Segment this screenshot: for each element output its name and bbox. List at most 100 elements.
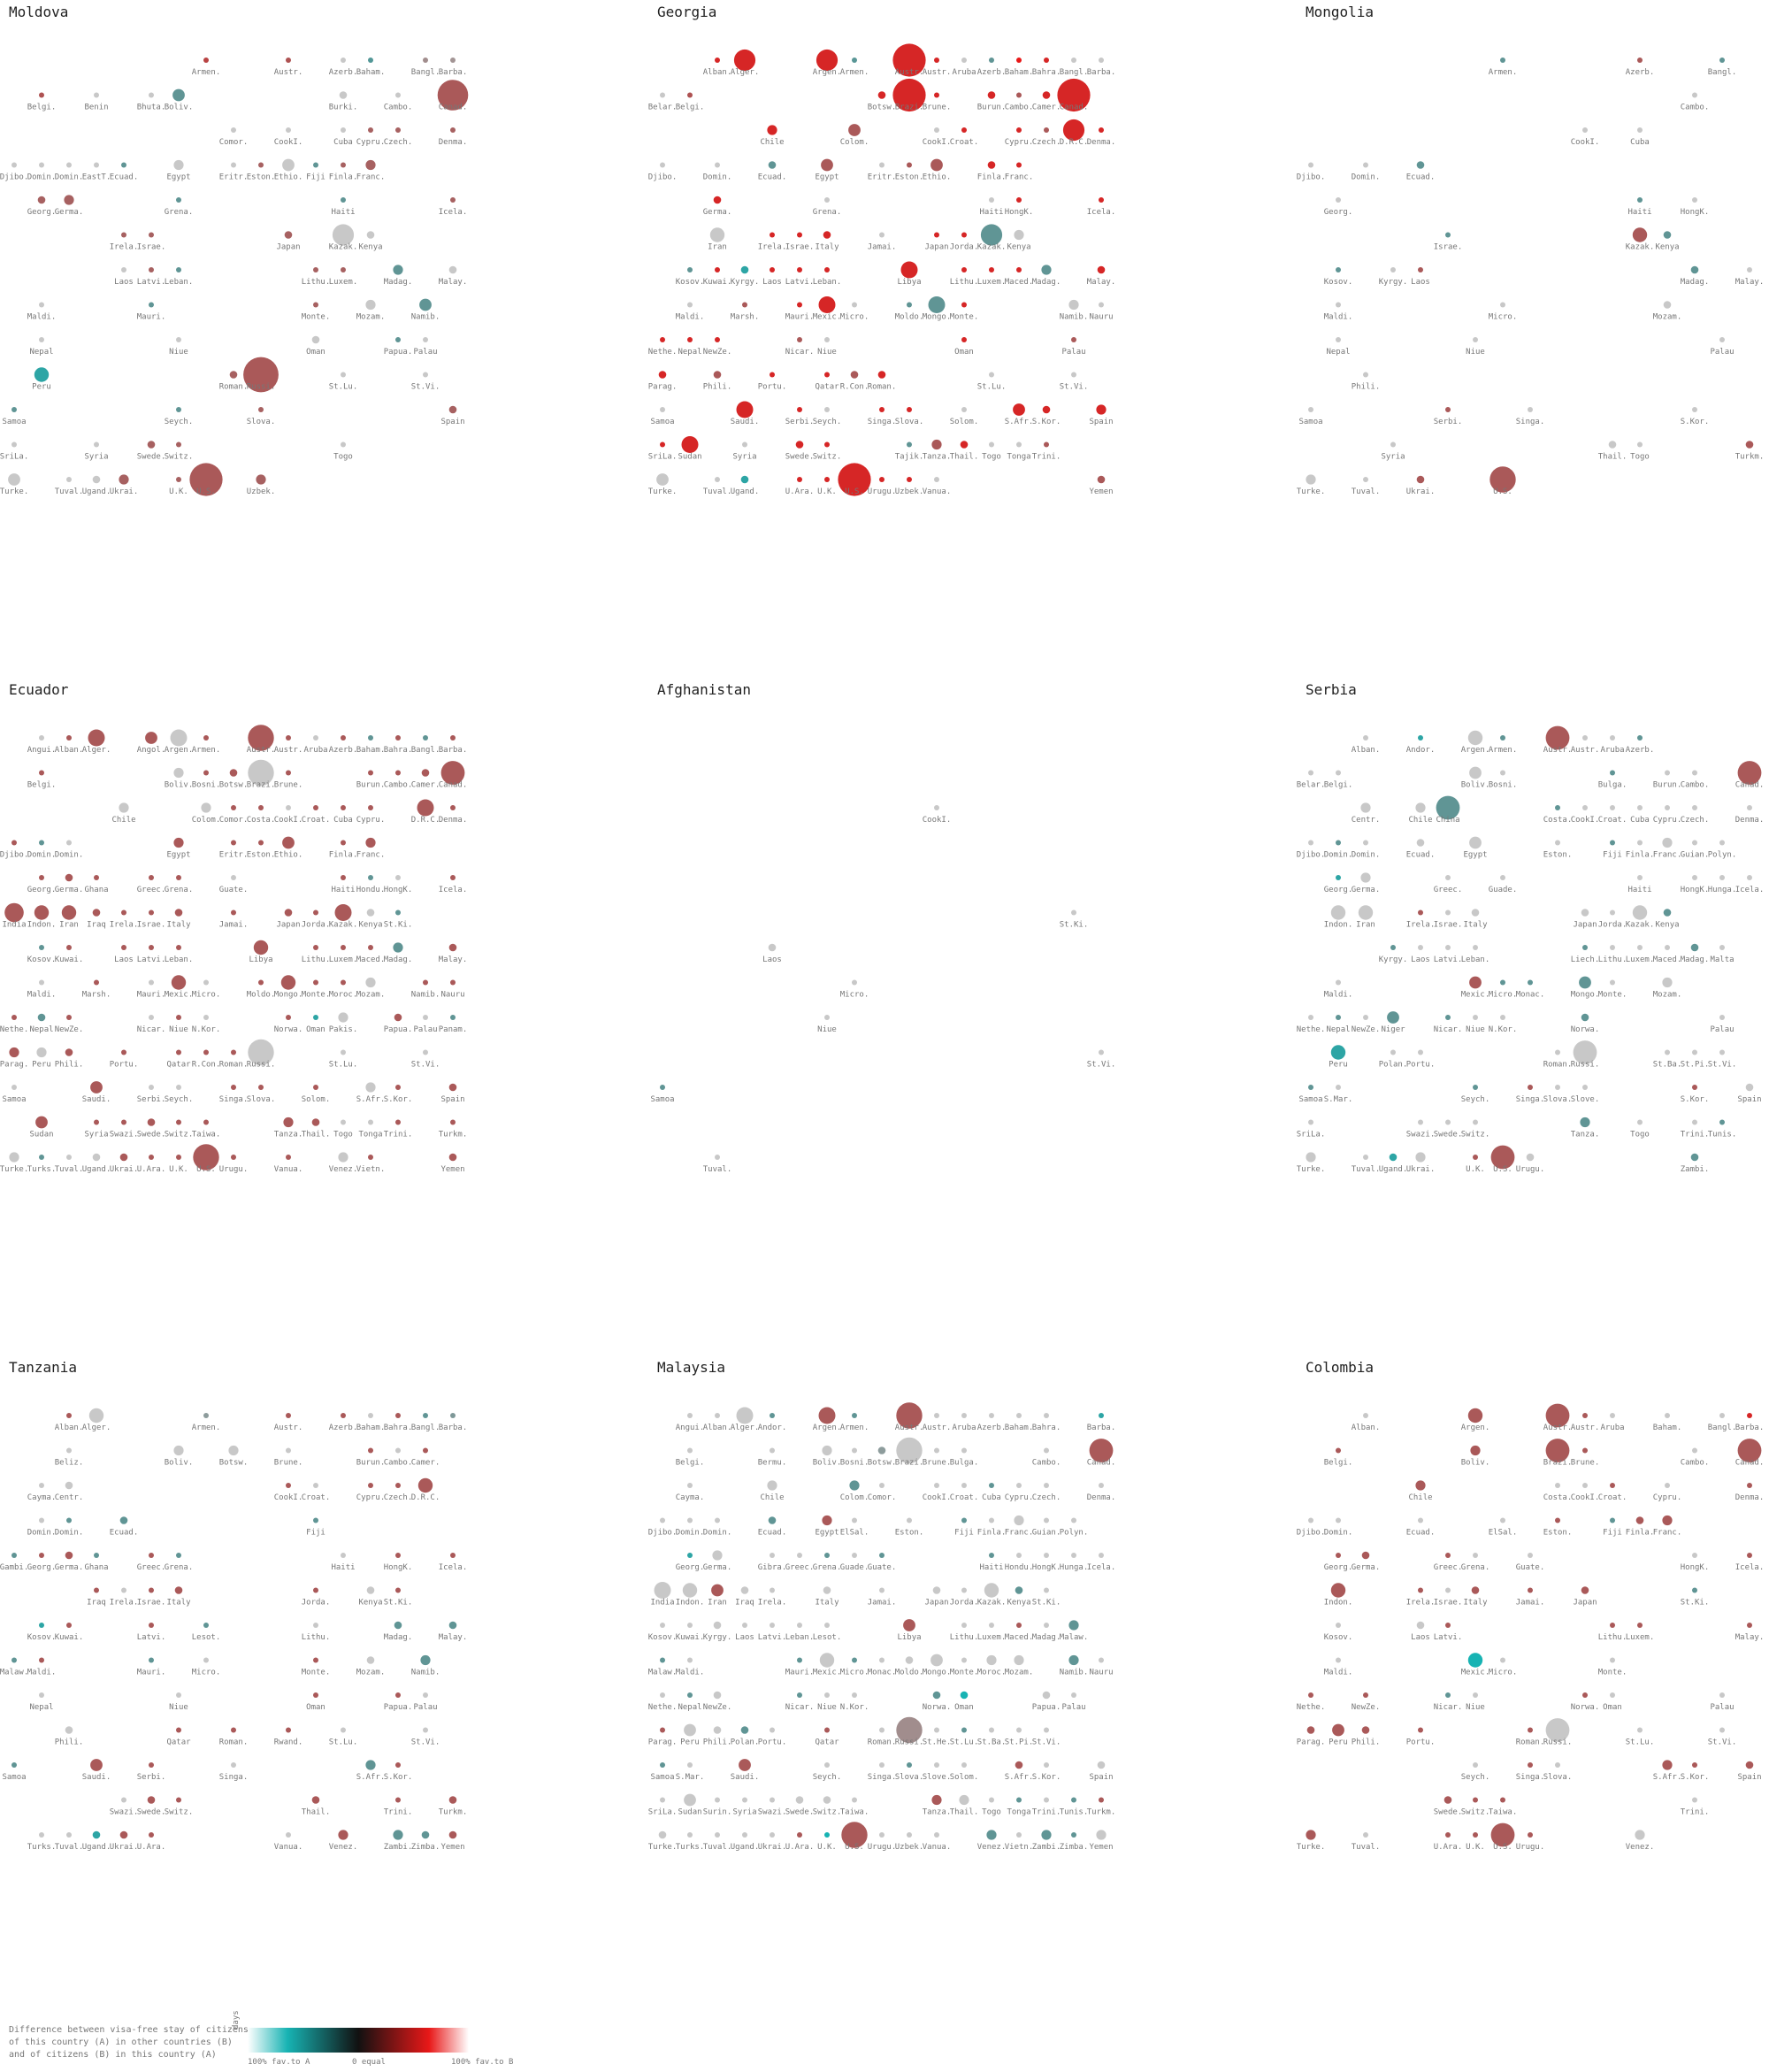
country-bubble[interactable] [713,1691,722,1700]
country-bubble[interactable] [176,1727,181,1733]
country-bubble[interactable] [231,840,236,846]
country-bubble[interactable] [176,1085,181,1090]
country-bubble[interactable] [1610,805,1615,810]
country-bubble[interactable] [1610,1623,1615,1628]
country-bubble[interactable] [823,1796,831,1804]
country-bubble[interactable] [65,1726,73,1734]
country-bubble[interactable] [1582,1085,1588,1090]
country-bubble[interactable] [1308,162,1313,168]
country-bubble[interactable] [1418,1587,1423,1593]
country-bubble[interactable] [1473,945,1478,950]
country-bubble[interactable] [338,1152,348,1163]
country-bubble[interactable] [39,770,44,776]
country-bubble[interactable] [816,49,839,72]
country-bubble[interactable] [770,232,775,238]
country-bubble[interactable] [1336,1553,1341,1558]
country-bubble[interactable] [1637,840,1643,846]
country-bubble[interactable] [64,195,74,205]
country-bubble[interactable] [1336,979,1341,986]
country-bubble[interactable] [171,975,187,990]
country-bubble[interactable] [1637,805,1643,810]
country-bubble[interactable] [1610,1517,1615,1523]
country-bubble[interactable] [1473,1762,1478,1768]
country-bubble[interactable] [822,1445,832,1456]
country-bubble[interactable] [313,909,318,916]
country-bubble[interactable] [1099,1413,1104,1418]
country-bubble[interactable] [313,1483,318,1488]
country-bubble[interactable] [39,979,44,986]
country-bubble[interactable] [1097,265,1106,274]
country-bubble[interactable] [1692,1797,1697,1803]
country-bubble[interactable] [66,735,72,741]
country-bubble[interactable] [795,441,804,449]
country-bubble[interactable] [170,729,188,747]
country-bubble[interactable] [1608,441,1617,449]
country-bubble[interactable] [1581,1013,1589,1022]
country-bubble[interactable] [1363,1832,1368,1838]
country-bubble[interactable] [1418,945,1423,950]
country-bubble[interactable] [715,58,720,63]
country-bubble[interactable] [1336,1015,1341,1020]
country-bubble[interactable] [39,92,44,98]
country-bubble[interactable] [987,91,996,99]
country-bubble[interactable] [736,1407,754,1424]
country-bubble[interactable] [11,840,17,846]
country-bubble[interactable] [1690,1153,1699,1162]
country-bubble[interactable] [338,1012,348,1023]
country-bubble[interactable] [313,267,318,272]
country-bubble[interactable] [961,1447,967,1454]
country-bubble[interactable] [1663,909,1672,917]
country-bubble[interactable] [419,298,432,311]
country-bubble[interactable] [121,232,126,238]
country-bubble[interactable] [660,337,665,342]
country-bubble[interactable] [1390,267,1396,272]
country-bubble[interactable] [417,1477,433,1493]
country-bubble[interactable] [989,1517,994,1523]
country-bubble[interactable] [687,1623,693,1628]
country-bubble[interactable] [1363,840,1368,846]
country-bubble[interactable] [1099,58,1104,63]
country-bubble[interactable] [715,1832,720,1838]
country-bubble[interactable] [201,802,211,813]
country-bubble[interactable] [1500,979,1505,986]
country-bubble[interactable] [1445,1832,1451,1838]
country-bubble[interactable] [1692,1762,1697,1768]
country-bubble[interactable] [824,267,830,272]
country-bubble[interactable] [313,1517,318,1523]
country-bubble[interactable] [395,1762,401,1768]
country-bubble[interactable] [368,127,373,133]
country-bubble[interactable] [66,162,72,168]
country-bubble[interactable] [1308,407,1313,412]
country-bubble[interactable] [149,945,154,950]
country-bubble[interactable] [709,227,725,242]
country-bubble[interactable] [681,436,699,453]
country-bubble[interactable] [39,1517,44,1523]
country-bubble[interactable] [767,1480,777,1491]
country-bubble[interactable] [121,1049,126,1055]
country-bubble[interactable] [149,979,154,986]
country-bubble[interactable] [437,80,469,111]
country-bubble[interactable] [934,1762,939,1768]
country-bubble[interactable] [1745,1761,1754,1769]
country-bubble[interactable] [1068,299,1079,311]
country-bubble[interactable] [450,735,456,741]
country-bubble[interactable] [145,732,157,744]
country-bubble[interactable] [94,441,99,448]
country-bubble[interactable] [1470,1445,1481,1456]
country-bubble[interactable] [1089,1439,1114,1462]
country-bubble[interactable] [37,196,46,204]
country-bubble[interactable] [715,1155,720,1160]
country-bubble[interactable] [879,1483,884,1488]
country-bubble[interactable] [1361,1551,1370,1560]
country-bubble[interactable] [1545,1718,1570,1742]
country-bubble[interactable] [1490,1145,1515,1170]
country-bubble[interactable] [1044,1587,1049,1593]
country-bubble[interactable] [121,909,126,916]
country-bubble[interactable] [423,1447,428,1454]
country-bubble[interactable] [231,875,236,880]
country-bubble[interactable] [1096,404,1107,415]
country-bubble[interactable] [176,1049,181,1055]
country-bubble[interactable] [368,1413,373,1418]
country-bubble[interactable] [907,477,912,482]
country-bubble[interactable] [1363,162,1368,168]
